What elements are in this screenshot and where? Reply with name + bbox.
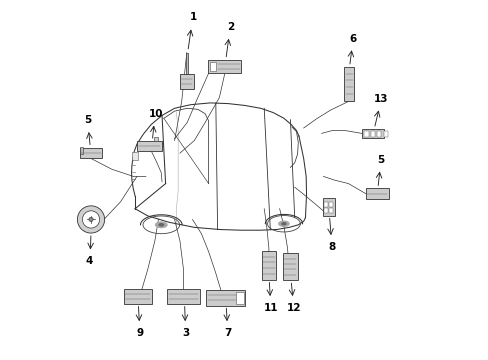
Bar [180,74,193,89]
Bar [324,208,327,213]
Bar [322,198,334,216]
Text: 12: 12 [286,303,301,312]
Bar [324,202,327,207]
Bar [344,67,353,101]
Text: 11: 11 [263,303,278,312]
Text: 5: 5 [376,155,384,165]
Bar [328,208,332,213]
Bar [206,290,244,306]
Ellipse shape [278,221,288,226]
Text: 2: 2 [227,22,234,32]
Circle shape [89,217,93,222]
Ellipse shape [155,222,167,228]
Text: 3: 3 [182,328,189,338]
Circle shape [82,211,100,228]
Bar [80,147,83,154]
Bar [282,253,297,280]
Bar [261,251,276,280]
Bar [80,148,102,158]
Text: 9: 9 [136,328,143,338]
Ellipse shape [281,223,285,225]
Bar [361,129,383,138]
Text: 13: 13 [373,94,387,104]
Bar [208,60,241,73]
Text: 6: 6 [349,34,356,44]
Bar [185,53,187,74]
Circle shape [77,206,104,233]
Bar [383,131,387,137]
Bar [137,141,162,151]
Bar [209,62,216,71]
Bar [132,152,138,160]
Bar [154,136,158,141]
Bar [364,131,368,137]
Text: 8: 8 [328,242,335,252]
Bar [370,131,374,137]
Bar [235,292,244,304]
Text: 7: 7 [224,328,232,338]
Text: 1: 1 [189,12,197,22]
Text: 4: 4 [86,256,93,266]
Text: 10: 10 [148,109,163,119]
Ellipse shape [159,224,163,226]
Bar [376,131,381,137]
Bar [167,289,199,304]
Bar [123,289,151,304]
Text: 5: 5 [83,116,91,126]
Bar [328,202,332,207]
Bar [365,188,388,199]
